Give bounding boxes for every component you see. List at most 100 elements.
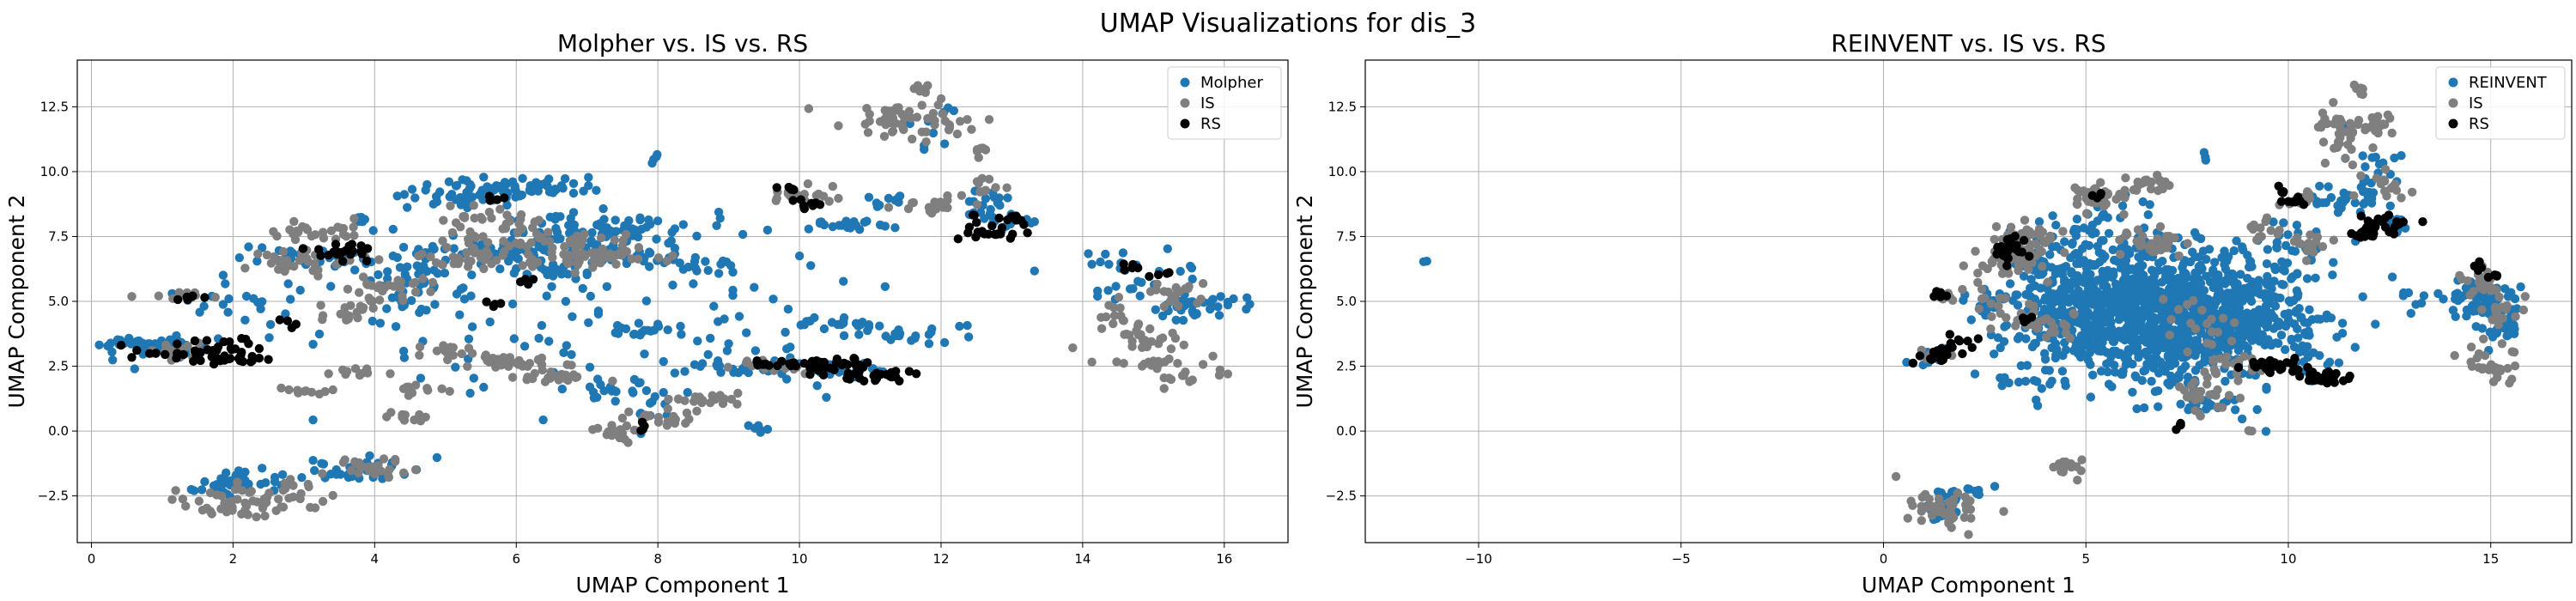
- point: [504, 357, 514, 367]
- point: [2121, 278, 2130, 288]
- point: [558, 184, 568, 193]
- point: [592, 374, 603, 384]
- point: [2358, 292, 2367, 301]
- point: [2418, 217, 2427, 227]
- point: [623, 438, 633, 447]
- point: [819, 324, 829, 334]
- point: [419, 261, 428, 271]
- point: [2368, 143, 2378, 153]
- point: [2096, 325, 2106, 335]
- point: [607, 431, 617, 440]
- point: [2507, 347, 2517, 356]
- legend-marker: [1180, 118, 1190, 129]
- point: [2150, 386, 2160, 397]
- point: [540, 236, 550, 246]
- point: [887, 373, 896, 382]
- point: [196, 355, 205, 366]
- point: [127, 292, 137, 301]
- point: [863, 128, 873, 137]
- point: [1153, 270, 1163, 280]
- point: [1986, 299, 1996, 308]
- point: [518, 361, 527, 371]
- point: [2171, 290, 2181, 300]
- point: [270, 477, 280, 487]
- point: [310, 503, 320, 513]
- point: [2263, 291, 2274, 300]
- point: [2202, 300, 2213, 309]
- point: [1958, 284, 1967, 294]
- point: [1917, 516, 1926, 525]
- point: [2051, 221, 2061, 230]
- point: [693, 337, 702, 346]
- point: [1961, 500, 1971, 510]
- point: [2060, 377, 2069, 386]
- point: [2090, 318, 2100, 327]
- point: [2079, 277, 2089, 288]
- point: [433, 269, 442, 278]
- point: [495, 299, 506, 308]
- point: [2067, 267, 2076, 276]
- point: [244, 242, 253, 252]
- point: [2060, 237, 2069, 246]
- point: [2406, 308, 2415, 319]
- point: [254, 343, 264, 354]
- point: [197, 485, 207, 495]
- point: [181, 501, 191, 511]
- point: [495, 204, 505, 214]
- point: [399, 190, 410, 199]
- point: [2467, 361, 2477, 371]
- point: [984, 174, 994, 184]
- point: [2196, 234, 2206, 244]
- x-axis-label: UMAP Component 1: [576, 573, 790, 598]
- point: [2397, 193, 2406, 203]
- point: [1929, 292, 1939, 301]
- point: [2055, 288, 2064, 298]
- point: [2173, 277, 2183, 287]
- point: [144, 349, 155, 358]
- point: [610, 235, 619, 245]
- point: [839, 331, 849, 341]
- point: [463, 361, 472, 371]
- point: [467, 322, 477, 331]
- point: [1178, 315, 1188, 325]
- point: [1104, 259, 1114, 269]
- point: [865, 109, 874, 119]
- point: [2350, 198, 2360, 208]
- point: [484, 191, 495, 201]
- point: [2275, 293, 2285, 303]
- point: [151, 349, 161, 358]
- point: [2176, 418, 2185, 428]
- point: [2132, 185, 2142, 195]
- point: [789, 185, 799, 195]
- point: [544, 337, 554, 346]
- point: [2104, 379, 2114, 389]
- point: [1214, 311, 1224, 320]
- point: [1999, 507, 2008, 516]
- point: [817, 217, 826, 227]
- point: [2356, 171, 2366, 180]
- point: [415, 410, 424, 420]
- point: [1007, 211, 1017, 222]
- point: [2153, 234, 2162, 244]
- point: [788, 196, 798, 205]
- point: [560, 173, 570, 184]
- point: [2081, 240, 2090, 249]
- point: [2222, 256, 2232, 266]
- point: [417, 249, 427, 259]
- point: [964, 197, 975, 206]
- point: [617, 413, 628, 423]
- point: [2262, 309, 2272, 319]
- point: [1245, 300, 1255, 309]
- point: [2328, 270, 2337, 280]
- point: [2157, 277, 2167, 287]
- point: [230, 484, 240, 495]
- point: [928, 128, 939, 138]
- point: [2193, 390, 2202, 399]
- point: [2321, 374, 2330, 385]
- point: [762, 424, 773, 434]
- point: [1994, 301, 2003, 311]
- point: [987, 221, 997, 231]
- point: [561, 370, 571, 379]
- point: [2163, 270, 2173, 280]
- point: [349, 231, 359, 240]
